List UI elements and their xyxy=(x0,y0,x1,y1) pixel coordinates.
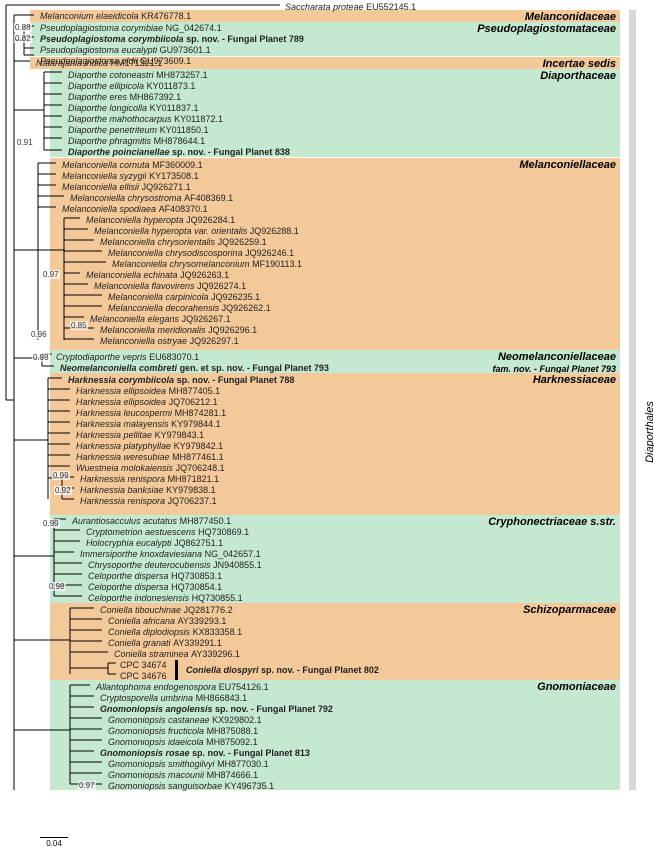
taxon: Celoporthe indonesiensis HQ730855.1 xyxy=(88,593,243,603)
taxon: Melanconiella chrysomelanconium MF190113… xyxy=(112,259,302,269)
taxon: Natarajania indica HM171321.1 xyxy=(36,58,162,68)
taxon: Melanconiella meridionalis JQ926296.1 xyxy=(100,325,257,335)
taxon: Cryptodiaporthe vepris EU683070.1 xyxy=(56,352,199,362)
taxon: Gnomoniopsis sanguisorbae KY496735.1 xyxy=(108,781,274,791)
taxon: CPC 34674 xyxy=(120,660,167,670)
taxon: Allantophoma endogenospora EU754126.1 xyxy=(96,682,269,692)
taxon: Melanconiella syzygii KY173508.1 xyxy=(62,171,199,181)
taxon: Diaporthe cotoneastri MH873257.1 xyxy=(68,70,208,80)
taxon: Neomelanconiella combreti gen. et sp. no… xyxy=(60,363,329,373)
taxon: Diaporthe poincianellae sp. nov. - Funga… xyxy=(68,147,290,157)
taxon: Harknessia banksiae KY979838.1 xyxy=(80,485,216,495)
support-value: 0.97 xyxy=(42,270,60,279)
taxon: Pseudoplagiostoma corymbiae NG_042674.1 xyxy=(40,23,222,33)
support-value: 0.99 xyxy=(42,519,60,528)
taxon: Chrysoporthe deuterocubensis JN940855.1 xyxy=(88,560,262,570)
taxon: Melanconiella ostryae JQ926297.1 xyxy=(100,336,239,346)
taxon: Harknessia platyphyllae KY979842.1 xyxy=(76,441,223,451)
taxon: Melanconiella spodiaea AF408370.1 xyxy=(62,204,208,214)
taxon: Melanconium elaeidicola KR476778.1 xyxy=(40,11,191,21)
taxon: Immersiporthe knoxdaviesiana NG_042657.1 xyxy=(80,549,261,559)
order-label: Diaporthales xyxy=(644,401,654,463)
taxon: Harknessia weresubiae MH877461.1 xyxy=(76,452,224,462)
taxon: Melanconiella chrysodiscosporina JQ92624… xyxy=(108,248,294,258)
taxon: Harknessia ellipsoidea JQ706212.1 xyxy=(76,397,218,407)
taxon: Diaporthe longicolla KY011837.1 xyxy=(68,103,198,113)
taxon: Diaporthe ellipicola KY011873.1 xyxy=(68,81,195,91)
taxon: Cryptosporella umbrina MH866843.1 xyxy=(100,693,247,703)
taxon: Melanconiella hyperopta var. orientalis … xyxy=(94,226,299,236)
taxon: Gnomoniopsis castaneae KX929802.1 xyxy=(108,715,262,725)
support-value: 0.92 xyxy=(54,486,72,495)
taxon: Holocryphia eucalypti JQ862751.1 xyxy=(86,538,223,548)
support-value: 0.88 xyxy=(14,23,32,32)
taxon: Coniella straminea AY339296.1 xyxy=(114,649,240,659)
taxon: Gnomoniopsis smithogilvyi MH877030.1 xyxy=(108,759,269,769)
taxon: Saccharata proteae EU552145.1 xyxy=(285,2,416,12)
taxon: Melanconiella cornuta MF360009.1 xyxy=(62,160,203,170)
taxon: Gnomoniopsis fructicola MH875088.1 xyxy=(108,726,258,736)
taxon: Gnomoniopsis rosae sp. nov. - Fungal Pla… xyxy=(100,748,310,758)
taxon: Melanconiella elegans JQ926267.1 xyxy=(90,314,231,324)
taxon: CPC 34676 xyxy=(120,671,167,681)
taxon: Coniella tibouchinae JQ281776.2 xyxy=(100,605,233,615)
support-value: 0.91 xyxy=(16,138,34,147)
taxon: Harknessia corymbiicola sp. nov. - Funga… xyxy=(68,375,294,385)
taxon: Melanconiella chrysostroma AF408369.1 xyxy=(70,193,233,203)
taxon: Melanconiella chrysorientalis JQ926259.1 xyxy=(100,237,267,247)
taxon: Melanconiella flavovirens JQ926274.1 xyxy=(94,281,246,291)
taxon: Melanconiella decorahensis JQ926262.1 xyxy=(108,303,271,313)
order-bar xyxy=(629,10,636,790)
taxon: Harknessia ellipsoidea MH877405.1 xyxy=(76,386,220,396)
taxon: Coniella granati AY339291.1 xyxy=(108,638,222,648)
support-value: 0.82 xyxy=(14,34,32,43)
taxon: Pseudoplagiostoma corymbiicola sp. nov. … xyxy=(40,34,304,44)
taxon: Harknessia renispora JQ706237.1 xyxy=(80,496,217,506)
support-value: 0.99 xyxy=(52,471,70,480)
support-value: 0.85 xyxy=(70,321,88,330)
taxon: Melanconiella carpinicola JQ926235.1 xyxy=(108,292,260,302)
taxon: Gnomoniopsis idaeicola MH875092.1 xyxy=(108,737,258,747)
taxon: Harknessia pellitae KY979843.1 xyxy=(76,430,204,440)
taxon: Cryptometrion aestuescens HQ730869.1 xyxy=(86,527,249,537)
support-value: 0.98 xyxy=(32,353,50,362)
taxon: Coniella diplodiopsis KX833358.1 xyxy=(108,627,242,637)
taxon: Diaporthe mahothocarpus KY011872.1 xyxy=(68,114,223,124)
taxon: Coniella diospyri sp. nov. - Fungal Plan… xyxy=(186,665,379,675)
taxon: Wuestneia molokaiensis JQ706248.1 xyxy=(76,463,225,473)
support-value: 0.97 xyxy=(78,781,96,790)
taxon: Aurantiosacculus acutatus MH877450.1 xyxy=(72,516,231,526)
taxon: Harknessia leucospermi MH874281.1 xyxy=(76,408,226,418)
taxon: Harknessia renispora MH871821.1 xyxy=(80,474,219,484)
taxon: Diaporthe phragmitis MH878644.1 xyxy=(68,136,205,146)
taxon: Pseudoplagiostoma eucalypti GU973601.1 xyxy=(40,45,211,55)
taxon: Coniella africana AY339293.1 xyxy=(108,616,226,626)
taxon: Melanconiella ellisii JQ926271.1 xyxy=(62,182,191,192)
support-value: 0.98 xyxy=(48,582,66,591)
taxon: Celoporthe dispersa HQ730853.1 xyxy=(88,571,222,581)
taxon: Melanconiella hyperopta JQ926284.1 xyxy=(86,215,235,225)
taxon: Harknessia malayensis KY979844.1 xyxy=(76,419,221,429)
taxon: Diaporthe eres MH867392.1 xyxy=(68,92,181,102)
support-value: 0.96 xyxy=(30,330,48,339)
taxon: Gnomoniopsis macounii MH874666.1 xyxy=(108,770,258,780)
taxon: Diaporthe penetriteum KY011850.1 xyxy=(68,125,208,135)
taxon: Celoporthe dispersa HQ730854.1 xyxy=(88,582,222,592)
scale-bar: 0.04 xyxy=(40,837,68,848)
taxon: Gnomoniopsis angolensis sp. nov. - Funga… xyxy=(100,704,333,714)
taxon: Melanconiella echinata JQ926263.1 xyxy=(86,270,229,280)
